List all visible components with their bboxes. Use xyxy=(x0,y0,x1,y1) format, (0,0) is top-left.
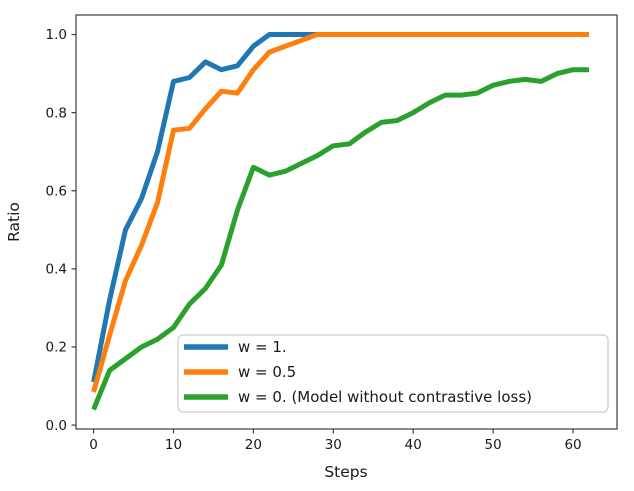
x-tick-label: 20 xyxy=(245,437,262,453)
y-tick-label: 0.8 xyxy=(46,105,67,121)
y-tick-label: 0.2 xyxy=(46,340,67,356)
legend-box xyxy=(177,334,609,413)
x-tick-label: 30 xyxy=(325,437,342,453)
series-line-w-0-model-without-contrastive-loss xyxy=(91,67,589,411)
legend-entry-w-0-5: w = 0.5 xyxy=(184,363,296,381)
x-tick-label: 0 xyxy=(89,437,98,453)
legend-entry-w-0-model-without-contrastive-loss: w = 0. (Model without contrastive loss) xyxy=(184,388,532,406)
x-axis-label: Steps xyxy=(324,463,367,481)
series-line-w-0-5 xyxy=(91,32,589,393)
legend-label: w = 0. (Model without contrastive loss) xyxy=(238,388,532,406)
y-tick-label: 1.0 xyxy=(46,27,67,43)
x-tick-label: 50 xyxy=(485,437,502,453)
y-axis-label: Ratio xyxy=(5,202,23,242)
legend-label: w = 0.5 xyxy=(238,363,296,381)
x-tick-label: 60 xyxy=(564,437,581,453)
y-tick-label: 0.4 xyxy=(46,262,67,278)
y-tick-label: 0.6 xyxy=(46,183,67,199)
plot-frame xyxy=(75,14,618,430)
legend-entry-w-1: w = 1. xyxy=(184,338,287,356)
y-tick-label: 0.0 xyxy=(46,418,67,434)
x-tick-label: 40 xyxy=(405,437,422,453)
x-tick-label: 10 xyxy=(165,437,182,453)
legend: w = 1. w = 0.5 w = 0. (Model without contr… xyxy=(177,334,609,413)
legend-label: w = 1. xyxy=(238,338,287,356)
